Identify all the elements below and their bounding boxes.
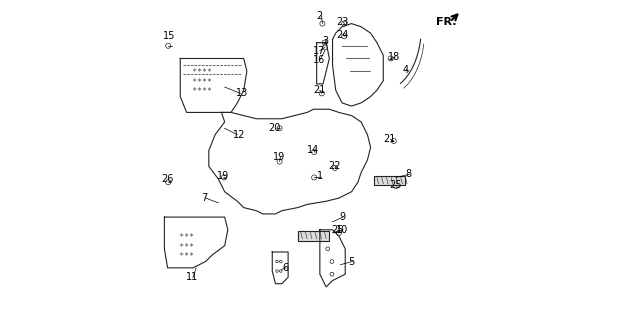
Text: 13: 13 bbox=[236, 88, 248, 98]
Text: 16: 16 bbox=[313, 55, 325, 65]
Text: 24: 24 bbox=[336, 30, 348, 40]
Text: 6: 6 bbox=[282, 263, 288, 273]
Text: 4: 4 bbox=[403, 65, 409, 75]
Text: 26: 26 bbox=[161, 174, 174, 184]
Text: 8: 8 bbox=[406, 169, 412, 179]
Text: 21: 21 bbox=[313, 85, 325, 95]
Text: 14: 14 bbox=[307, 146, 320, 156]
Text: ф ф ф ф: ф ф ф ф bbox=[193, 78, 211, 82]
Text: ф ф ф: ф ф ф bbox=[180, 252, 193, 256]
Text: 11: 11 bbox=[186, 272, 199, 282]
Text: 7: 7 bbox=[201, 193, 207, 203]
Text: 22: 22 bbox=[328, 161, 340, 171]
Text: 3: 3 bbox=[322, 36, 329, 46]
Text: ф ф ф ф: ф ф ф ф bbox=[193, 87, 211, 91]
Text: 23: 23 bbox=[336, 17, 348, 27]
Text: 5: 5 bbox=[349, 257, 355, 267]
Text: ф ф ф: ф ф ф bbox=[180, 233, 193, 237]
Text: FR.: FR. bbox=[436, 17, 457, 27]
Text: ф ф ф: ф ф ф bbox=[180, 243, 193, 247]
FancyBboxPatch shape bbox=[298, 231, 329, 241]
Text: 15: 15 bbox=[163, 31, 176, 41]
Text: 2: 2 bbox=[317, 11, 323, 21]
Text: 25: 25 bbox=[390, 180, 403, 190]
Text: 1: 1 bbox=[317, 171, 323, 181]
Text: 10: 10 bbox=[336, 225, 348, 235]
Text: ф ф ф ф: ф ф ф ф bbox=[193, 68, 211, 72]
Text: 18: 18 bbox=[388, 52, 401, 62]
FancyBboxPatch shape bbox=[374, 176, 406, 185]
Text: 17: 17 bbox=[313, 45, 325, 56]
Text: 9: 9 bbox=[339, 212, 345, 222]
Text: 12: 12 bbox=[233, 130, 245, 140]
Text: 21: 21 bbox=[384, 134, 396, 144]
Text: 19: 19 bbox=[273, 152, 285, 162]
Text: 19: 19 bbox=[217, 171, 229, 181]
Text: 25: 25 bbox=[331, 225, 344, 235]
Text: 20: 20 bbox=[268, 123, 281, 133]
